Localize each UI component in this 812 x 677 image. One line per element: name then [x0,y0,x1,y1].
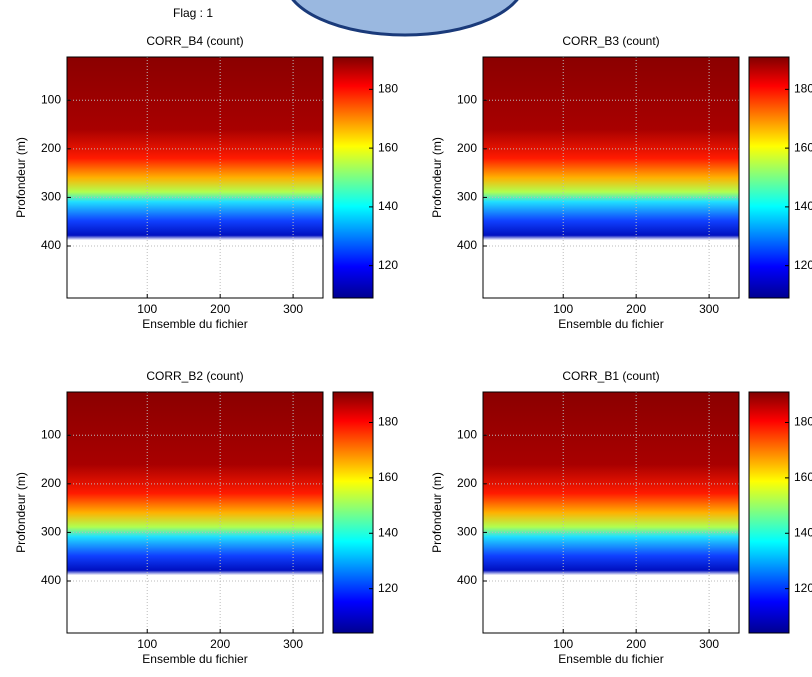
y-axis-label: Profondeur (m) [430,137,444,218]
colorbar-tick-label: 120 [794,581,812,595]
x-axis-label: Ensemble du fichier [142,652,247,666]
x-tick-label: 300 [699,637,719,651]
colorbar-tick-label: 180 [794,415,812,429]
y-tick-label: 200 [41,141,61,155]
colorbar-tick-label: 140 [794,525,812,539]
x-axis-label: Ensemble du fichier [558,652,663,666]
x-axis-label: Ensemble du fichier [142,317,247,331]
logo-badge [291,0,519,37]
colorbar-tick-label: 180 [794,82,812,96]
x-tick-label: 200 [210,637,230,651]
panel-title: CORR_B2 (count) [146,369,243,383]
x-tick-label: 300 [283,302,303,316]
colorbar-tick-label: 180 [378,82,398,96]
colorbar-tick-label: 160 [794,470,812,484]
colorbar [332,56,374,299]
colorbar-tick-label: 180 [378,415,398,429]
axes-frame [66,56,324,299]
y-axis-label: Profondeur (m) [14,137,28,218]
panel-title: CORR_B3 (count) [562,34,659,48]
x-tick-label: 200 [626,302,646,316]
y-tick-label: 300 [457,190,477,204]
y-tick-label: 300 [41,525,61,539]
colorbar-tick-label: 160 [378,140,398,154]
x-tick-label: 200 [210,302,230,316]
panel-title: CORR_B4 (count) [146,34,243,48]
axes-frame [482,56,740,299]
x-tick-label: 100 [137,302,157,316]
heatmap-field [67,57,323,298]
y-tick-label: 200 [41,476,61,490]
heatmap-field [483,57,739,298]
flag-label: Flag : 1 [173,6,213,20]
y-tick-label: 400 [41,573,61,587]
colorbar-tick-label: 160 [378,470,398,484]
x-tick-label: 100 [553,637,573,651]
x-tick-label: 100 [553,302,573,316]
y-axis-label: Profondeur (m) [430,472,444,553]
x-tick-label: 300 [283,637,303,651]
x-axis-label: Ensemble du fichier [558,317,663,331]
colorbar-tick-label: 120 [378,581,398,595]
y-tick-label: 200 [457,141,477,155]
heatmap-field [483,392,739,633]
y-tick-label: 400 [41,238,61,252]
colorbar-tick-label: 120 [378,258,398,272]
y-axis-label: Profondeur (m) [14,472,28,553]
colorbar-tick-label: 140 [378,199,398,213]
y-tick-label: 400 [457,573,477,587]
y-tick-label: 300 [457,525,477,539]
y-tick-label: 100 [41,427,61,441]
panel-title: CORR_B1 (count) [562,369,659,383]
y-tick-label: 100 [457,92,477,106]
x-tick-label: 300 [699,302,719,316]
colorbar-tick-label: 160 [794,140,812,154]
y-tick-label: 400 [457,238,477,252]
y-tick-label: 300 [41,190,61,204]
heatmap-field [67,392,323,633]
y-tick-label: 200 [457,476,477,490]
x-tick-label: 100 [137,637,157,651]
colorbar-tick-label: 140 [378,525,398,539]
colorbar [332,391,374,634]
x-tick-label: 200 [626,637,646,651]
colorbar-tick-label: 120 [794,258,812,272]
colorbar-tick-label: 140 [794,199,812,213]
colorbar [748,56,790,299]
axes-frame [66,391,324,634]
y-tick-label: 100 [41,92,61,106]
y-tick-label: 100 [457,427,477,441]
colorbar [748,391,790,634]
axes-frame [482,391,740,634]
